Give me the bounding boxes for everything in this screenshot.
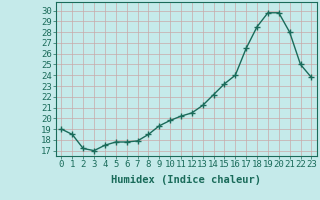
X-axis label: Humidex (Indice chaleur): Humidex (Indice chaleur) [111,175,261,185]
